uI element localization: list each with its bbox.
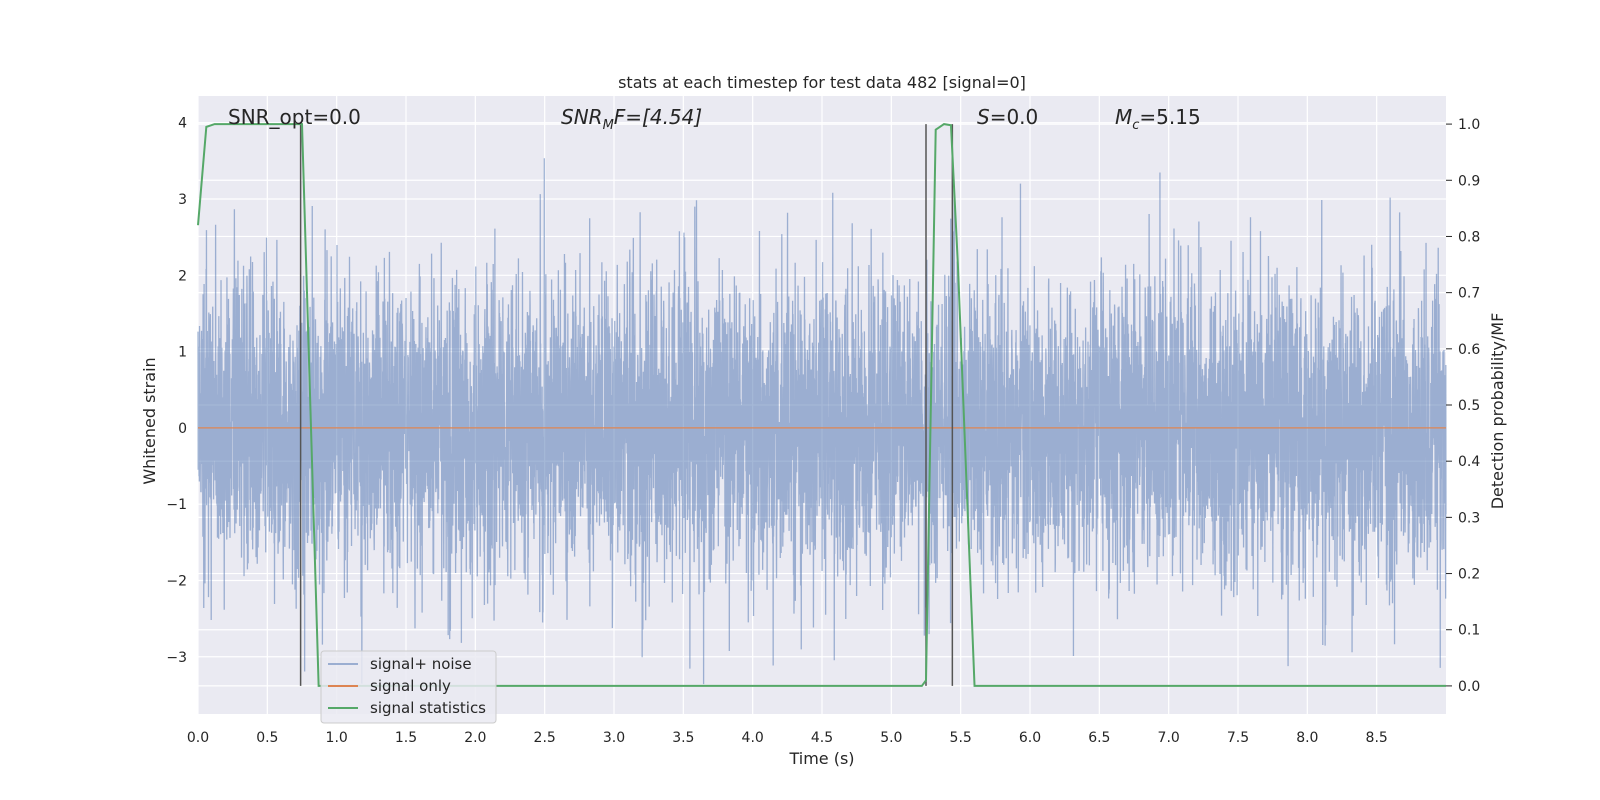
x-tick-label: 8.5 <box>1366 730 1388 746</box>
series-signal-statistics <box>197 123 1446 687</box>
y2-tick-label: 0.7 <box>1458 286 1480 302</box>
x-axis-label: Time (s) <box>788 749 854 768</box>
y2-tick-label: 0.5 <box>1458 398 1480 414</box>
x-tick-label: 2.5 <box>534 730 556 746</box>
y-tick-labels: −3 −2 −1 0 1 2 3 4 <box>166 116 187 666</box>
legend: signal+ noise signal only signal statist… <box>320 650 497 724</box>
x-tick-label: 3.0 <box>603 730 625 746</box>
y-tick-label: 4 <box>178 116 187 132</box>
annotation-snr-opt: SNR_opt=0.0 <box>228 105 361 129</box>
x-tick-label: 7.0 <box>1158 730 1180 746</box>
y-tick-label: −3 <box>166 650 187 666</box>
annotation-snr-mf: SNRMF=[4.54] <box>561 105 702 133</box>
x-tick-label: 6.0 <box>1019 730 1041 746</box>
x-tick-label: 8.0 <box>1296 730 1318 746</box>
y-tick-label: 2 <box>178 268 187 284</box>
legend-label-signal-statistics: signal statistics <box>370 699 486 717</box>
legend-label-signal-only: signal only <box>370 677 451 695</box>
y2-tick-label: 0.2 <box>1458 567 1480 583</box>
y2-tick-label: 0.6 <box>1458 342 1480 358</box>
y-tick-label: −2 <box>166 573 187 589</box>
annotation-mc: Mc=5.15 <box>1115 105 1201 133</box>
series-signal-noise <box>197 158 1447 685</box>
y2-axis-label: Detection probability/MF <box>1488 313 1507 510</box>
y-tick-label: 3 <box>178 192 187 208</box>
y2-tick-label: 0.3 <box>1458 510 1480 526</box>
x-tick-label: 7.5 <box>1227 730 1249 746</box>
annotation-s: S=0.0 <box>977 105 1038 129</box>
x-tick-label: 2.0 <box>464 730 486 746</box>
x-tick-label: 5.5 <box>950 730 972 746</box>
x-tick-label: 6.5 <box>1088 730 1110 746</box>
detection-markers <box>299 124 954 686</box>
y-tick-label: 0 <box>178 421 187 437</box>
x-tick-label: 0.0 <box>187 730 209 746</box>
x-tick-label: 0.5 <box>256 730 278 746</box>
y2-tick-label: 0.1 <box>1458 623 1480 639</box>
y2-tick-label: 1.0 <box>1458 117 1480 133</box>
y-axis-label: Whitened strain <box>140 357 159 484</box>
x-tick-label: 4.5 <box>811 730 833 746</box>
y2-tick-label: 0.0 <box>1458 679 1480 695</box>
chart-title: stats at each timestep for test data 482… <box>618 73 1026 92</box>
y2-tick-label: 0.8 <box>1458 229 1480 245</box>
x-tick-label: 3.5 <box>672 730 694 746</box>
y2-tick-label: 0.9 <box>1458 173 1480 189</box>
legend-label-signal-noise: signal+ noise <box>370 655 472 673</box>
y2-tick-label: 0.4 <box>1458 454 1480 470</box>
x-tick-label: 4.0 <box>742 730 764 746</box>
y2-tick-labels: 0.0 0.1 0.2 0.3 0.4 0.5 0.6 0.7 0.8 0.9 1.0 <box>1446 117 1480 695</box>
x-tick-label: 1.0 <box>326 730 348 746</box>
x-tick-labels: 0.0 0.5 1.0 1.5 2.0 2.5 3.0 3.5 4.0 4.5 5.0 5.5 6.0 6… <box>187 730 1388 746</box>
x-tick-label: 5.0 <box>880 730 902 746</box>
y-tick-label: 1 <box>178 345 187 361</box>
x-tick-label: 1.5 <box>395 730 417 746</box>
legend-box <box>320 650 497 724</box>
y-tick-label: −1 <box>166 497 187 513</box>
